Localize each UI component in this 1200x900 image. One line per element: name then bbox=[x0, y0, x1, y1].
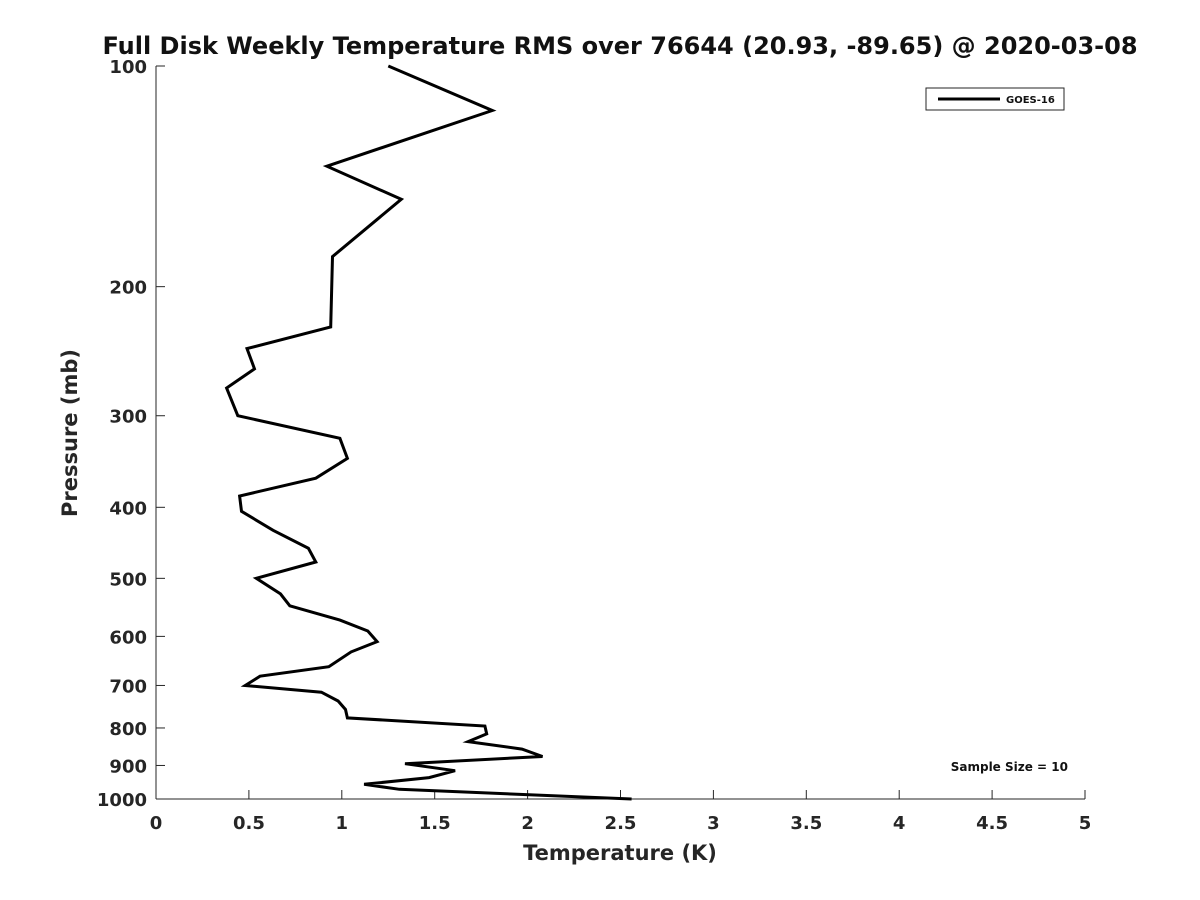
x-tick-label: 2 bbox=[521, 813, 534, 834]
series-line bbox=[224, 64, 632, 801]
x-tick-label: 0 bbox=[150, 813, 163, 834]
x-tick-label: 3.5 bbox=[790, 813, 822, 834]
x-tick-label: 0.5 bbox=[233, 813, 265, 834]
y-tick-label: 100 bbox=[109, 57, 147, 78]
x-tick-label: 1 bbox=[336, 813, 349, 834]
y-tick-label: 600 bbox=[109, 627, 147, 648]
x-tick-label: 1.5 bbox=[419, 813, 451, 834]
x-tick-label: 2.5 bbox=[605, 813, 637, 834]
y-tick-label: 300 bbox=[109, 407, 147, 428]
x-tick-label: 5 bbox=[1079, 813, 1092, 834]
y-tick-label: 400 bbox=[109, 498, 147, 519]
chart-title: Full Disk Weekly Temperature RMS over 76… bbox=[102, 32, 1137, 60]
y-tick-label: 900 bbox=[109, 756, 147, 777]
y-tick-label: 500 bbox=[109, 569, 147, 590]
y-tick-label: 200 bbox=[109, 278, 147, 299]
axis-ticks: 0 0.5 1 1.5 2 2.5 3 3.5 4 4.5 5 100 200 300 400 500 600 7… bbox=[97, 57, 1091, 834]
x-tick-label: 4.5 bbox=[976, 813, 1008, 834]
legend-entry: GOES-16 bbox=[1006, 95, 1055, 106]
legend: GOES-16 bbox=[925, 87, 1065, 111]
y-axis-label: Pressure (mb) bbox=[58, 349, 82, 517]
x-tick-label: 4 bbox=[893, 813, 906, 834]
x-tick-label: 3 bbox=[707, 813, 720, 834]
y-tick-label: 1000 bbox=[97, 790, 147, 811]
y-tick-label: 700 bbox=[109, 676, 147, 697]
x-axis-label: Temperature (K) bbox=[523, 841, 717, 865]
plot-area bbox=[224, 64, 632, 801]
sample-size-annotation: Sample Size = 10 bbox=[951, 760, 1068, 774]
y-tick-label: 800 bbox=[109, 719, 147, 740]
